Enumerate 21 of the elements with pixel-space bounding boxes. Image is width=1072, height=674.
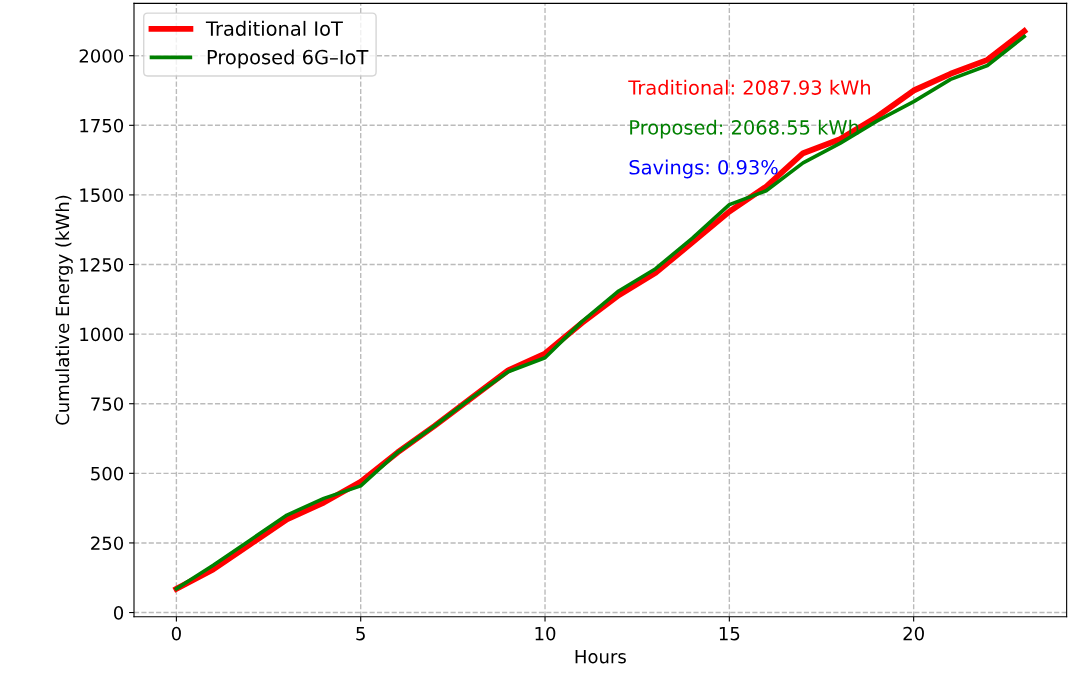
y-tick-label: 1750 bbox=[80, 118, 124, 133]
y-tick-label: 0 bbox=[113, 605, 124, 620]
x-axis-title: Hours bbox=[575, 650, 626, 664]
annotation: Proposed: 2068.55 kWh bbox=[630, 119, 859, 139]
y-tick-label: 2000 bbox=[79, 49, 124, 63]
legend-label: Proposed 6G–IoT bbox=[207, 49, 369, 69]
y-tick-label: 750 bbox=[91, 397, 124, 411]
y-tick-label: 1000 bbox=[80, 327, 124, 342]
y-tick-label: 1500 bbox=[80, 188, 124, 203]
annotation: Traditional: 2087.93 kWh bbox=[628, 79, 871, 95]
legend-label: Traditional IoT bbox=[205, 20, 343, 36]
y-tick-label: 500 bbox=[91, 466, 124, 481]
y-tick-label: 1250 bbox=[80, 257, 124, 272]
x-tick-label: 20 bbox=[903, 626, 924, 641]
x-tick-label: 15 bbox=[719, 626, 740, 641]
x-tick-label: 0 bbox=[171, 626, 181, 641]
y-axis-title: Cumulative Energy (kWh) bbox=[55, 195, 73, 425]
y-tick-label: 250 bbox=[91, 536, 124, 551]
annotation: Savings: 0.93% bbox=[629, 159, 778, 179]
x-tick-label: 5 bbox=[356, 626, 365, 641]
x-tick-label: 10 bbox=[535, 626, 556, 641]
